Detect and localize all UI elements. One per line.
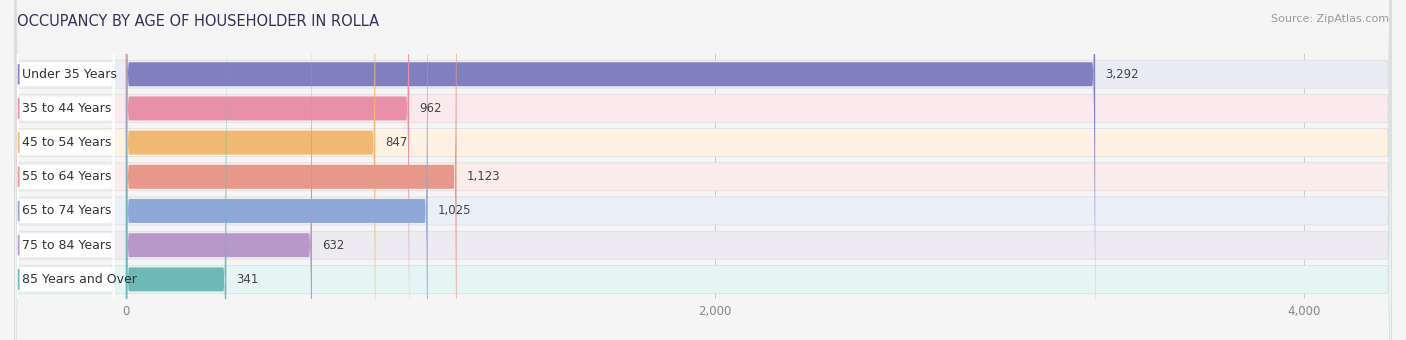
FancyBboxPatch shape [17,0,114,340]
FancyBboxPatch shape [17,0,114,340]
FancyBboxPatch shape [17,0,114,340]
FancyBboxPatch shape [127,0,457,340]
FancyBboxPatch shape [14,0,1392,340]
Text: 1,123: 1,123 [467,170,501,183]
FancyBboxPatch shape [127,0,409,340]
FancyBboxPatch shape [17,0,114,340]
Text: 341: 341 [236,273,259,286]
FancyBboxPatch shape [14,0,1392,340]
FancyBboxPatch shape [14,0,1392,340]
FancyBboxPatch shape [14,0,1392,340]
Text: 75 to 84 Years: 75 to 84 Years [21,239,111,252]
Text: 847: 847 [385,136,408,149]
FancyBboxPatch shape [14,0,1392,340]
Text: 85 Years and Over: 85 Years and Over [21,273,136,286]
FancyBboxPatch shape [127,0,375,340]
Text: 55 to 64 Years: 55 to 64 Years [21,170,111,183]
FancyBboxPatch shape [127,0,1095,340]
FancyBboxPatch shape [17,0,114,340]
Text: 3,292: 3,292 [1105,68,1139,81]
FancyBboxPatch shape [17,0,114,340]
Text: 1,025: 1,025 [439,204,471,218]
Text: 632: 632 [322,239,344,252]
FancyBboxPatch shape [14,0,1392,340]
Text: 65 to 74 Years: 65 to 74 Years [21,204,111,218]
Text: OCCUPANCY BY AGE OF HOUSEHOLDER IN ROLLA: OCCUPANCY BY AGE OF HOUSEHOLDER IN ROLLA [17,14,380,29]
FancyBboxPatch shape [127,0,226,340]
FancyBboxPatch shape [127,0,427,340]
FancyBboxPatch shape [17,0,114,340]
Text: 45 to 54 Years: 45 to 54 Years [21,136,111,149]
FancyBboxPatch shape [127,0,312,340]
Text: Under 35 Years: Under 35 Years [21,68,117,81]
Text: 962: 962 [419,102,441,115]
FancyBboxPatch shape [14,0,1392,340]
Text: 35 to 44 Years: 35 to 44 Years [21,102,111,115]
Text: Source: ZipAtlas.com: Source: ZipAtlas.com [1271,14,1389,23]
